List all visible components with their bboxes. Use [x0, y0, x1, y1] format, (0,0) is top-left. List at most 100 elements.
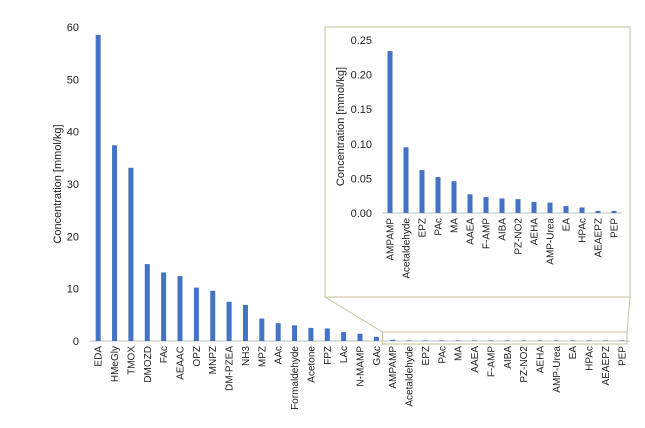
main-x-tick-label: Acetaldehyde [405, 346, 416, 407]
main-y-axis-title: Concentration [mmol/kg] [52, 124, 64, 243]
main-bar [259, 318, 265, 341]
inset-x-tick-label: EA [562, 218, 573, 232]
inset-x-tick-label: AEHA [530, 218, 541, 246]
main-x-tick-label: AEHA [536, 346, 547, 374]
main-bar [226, 301, 232, 341]
inset-bar [419, 170, 425, 213]
main-bar [210, 290, 216, 341]
inset-bar [483, 197, 489, 213]
inset-y-tick-label: 0.15 [351, 104, 372, 116]
main-x-tick-label: EPZ [421, 346, 432, 365]
main-bar [619, 340, 625, 341]
main-bar [95, 34, 101, 341]
main-y-tick-label: 20 [67, 231, 79, 243]
main-x-tick-label: AMPAMP [388, 346, 399, 389]
main-bar [439, 340, 445, 341]
main-bar [275, 323, 281, 341]
inset-bar [531, 201, 537, 213]
inset-y-axis-title: Concentration [mmol/kg] [335, 67, 347, 186]
inset-y-tick-label: 0.20 [351, 70, 372, 82]
main-bar [602, 340, 608, 341]
main-x-tick-label: HPAc [585, 346, 596, 371]
main-x-tick-label: NH3 [241, 346, 252, 366]
inset-x-tick-label: PAc [434, 218, 445, 236]
inset-y-tick-label: 0.00 [351, 208, 372, 220]
main-bar [177, 276, 183, 341]
main-bar [586, 340, 592, 341]
main-x-tick-label: AAEA [470, 346, 481, 373]
inset-frame [324, 26, 631, 298]
inset-y-tick-label: 0.10 [351, 139, 372, 151]
zoom-connector-right [626, 296, 631, 333]
main-bar [406, 340, 412, 341]
inset-bar [515, 199, 521, 213]
inset-x-tick-label: AEAEPZ [594, 218, 605, 257]
inset-x-tick-label: AMP-Urea [546, 218, 557, 265]
main-bar [422, 340, 428, 341]
main-x-tick-label: GAc [372, 346, 383, 365]
main-bar [128, 167, 134, 341]
main-x-tick-label: LAc [339, 346, 350, 363]
inset-bar [611, 210, 617, 213]
inset-bar [435, 177, 441, 213]
inset-bar [563, 206, 569, 213]
main-x-tick-label: FAc [159, 346, 170, 363]
main-y-tick-label: 40 [67, 127, 79, 139]
inset-x-tick-label: Acetaldehyde [402, 218, 413, 279]
main-x-tick-label: FPZ [323, 346, 334, 365]
main-x-tick-label: EDA [94, 346, 105, 367]
main-y-tick-label: 0 [73, 336, 79, 348]
inset-x-tick-label: AMPAMP [386, 218, 397, 261]
inset-x-tick-label: AIBA [498, 218, 509, 241]
main-x-tick-label: PAc [437, 346, 448, 364]
main-x-tick-label: AEAAC [176, 346, 187, 380]
main-x-tick-label: PEP [617, 346, 628, 366]
zoom-connector-left [324, 296, 383, 333]
inset-bar [387, 51, 393, 214]
inset-chart: 0.00 0.05 0.10 0.15 0.20 0.25 Concentration [m… [324, 26, 631, 298]
main-bar [242, 304, 248, 341]
main-x-tick-label: MA [454, 346, 465, 361]
inset-x-tick-label: MA [450, 218, 461, 233]
main-x-tick-label: EA [568, 346, 579, 360]
main-x-tick-label: MPZ [257, 346, 268, 367]
main-x-tick-label: DM-PZEA [225, 346, 236, 391]
main-bar [193, 287, 199, 341]
main-bar [161, 272, 167, 341]
main-bar [455, 340, 461, 341]
main-y-tick-label: 10 [67, 284, 79, 296]
main-x-tick-label: HMeGly [110, 346, 121, 382]
main-y-tick-label: 60 [67, 22, 79, 34]
main-bar [112, 145, 118, 341]
main-y-tick-label: 50 [67, 74, 79, 86]
main-x-tick-label: AEAEPZ [601, 346, 612, 385]
main-y-tick-label: 30 [67, 179, 79, 191]
inset-x-tick-label: EPZ [418, 218, 429, 237]
inset-bar [547, 202, 553, 213]
inset-bar [579, 207, 585, 213]
main-x-tick-label: DMOZD [143, 346, 154, 383]
main-x-tick-label: AIBA [503, 346, 514, 369]
inset-x-tick-label: HPAc [578, 218, 589, 243]
inset-bar [595, 210, 601, 213]
main-bar [488, 340, 494, 341]
inset-x-tick-label: PZ-NO2 [514, 218, 525, 255]
main-chart: 0 10 20 30 40 50 60 Concentration [mmol/kg] EDA H… [52, 22, 630, 410]
main-bar [357, 333, 363, 341]
main-bar [324, 328, 330, 341]
inset-y-tick-label: 0.25 [351, 35, 372, 47]
main-bar [390, 339, 396, 341]
main-bar [537, 340, 543, 341]
main-x-tick-label: PZ-NO2 [519, 346, 530, 383]
main-x-tick-label: MNPZ [208, 346, 219, 374]
main-x-tick-label: Formaldehyde [290, 346, 301, 410]
inset-x-tick-label: PEP [610, 218, 621, 238]
main-bar [521, 340, 527, 341]
main-x-tick-label: TMOX [126, 346, 137, 375]
inset-bar [451, 181, 457, 213]
inset-bar [403, 147, 409, 213]
main-bar [553, 340, 559, 341]
main-bar [341, 332, 347, 341]
